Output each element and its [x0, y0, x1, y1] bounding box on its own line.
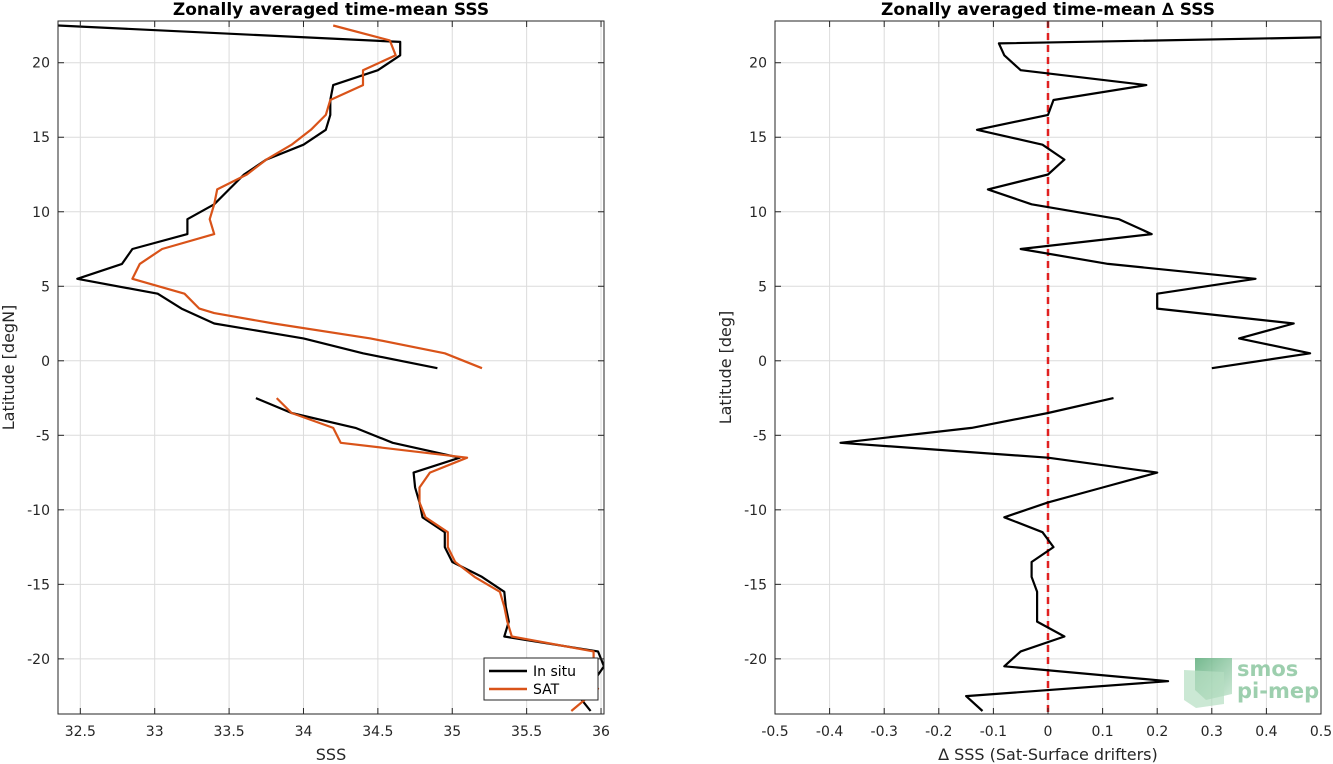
y-tick-label: 0 [758, 354, 767, 370]
x-tick-label: -0.1 [980, 724, 1007, 740]
x-tick-label: 36 [592, 724, 610, 740]
y-tick-label: 10 [749, 205, 767, 221]
y-axis-label: Latitude [degN] [0, 305, 18, 431]
legend-label-in-situ: In situ [533, 664, 576, 680]
legend[interactable]: In situ SAT [483, 657, 599, 701]
series-line-sat [131, 24, 483, 370]
x-tick-label: -0.5 [761, 724, 788, 740]
y-tick-label: 20 [32, 56, 50, 72]
chart-title: Zonally averaged time-mean SSS [173, 0, 489, 20]
left-panel-sss: 32.5 33 33.5 34 34.5 35 35.5 36 -20 -15 -10 -5 0 5 10 1… [0, 0, 610, 764]
x-tick-label: -0.3 [871, 724, 898, 740]
x-tick-label: 0.2 [1146, 724, 1168, 740]
y-tick-label: -20 [27, 652, 50, 668]
y-tick-label: -5 [36, 428, 50, 444]
x-tick-label: 33 [146, 724, 164, 740]
x-tick-label: -0.2 [925, 724, 952, 740]
y-tick-label: 0 [41, 354, 50, 370]
y-tick-label: 5 [758, 279, 767, 295]
smos-pi-mep-logo: smos pi-mep [1184, 657, 1319, 708]
x-tick-label: 0.1 [1091, 724, 1113, 740]
y-tick-label: -5 [753, 428, 767, 444]
y-tick-label: -20 [744, 652, 767, 668]
x-tick-label: 34 [295, 724, 313, 740]
x-tick-label: -0.4 [816, 724, 843, 740]
y-tick-label: 15 [32, 130, 50, 146]
y-tick-label: 20 [749, 56, 767, 72]
y-tick-label: -10 [27, 503, 50, 519]
x-tick-label: 0 [1044, 724, 1053, 740]
axes-frame [57, 20, 605, 715]
y-tick-label: -15 [27, 577, 50, 593]
series-line-delta-sss [975, 36, 1321, 370]
legend-box [483, 657, 599, 701]
x-tick-label: 35.5 [511, 724, 542, 740]
y-axis-label: Latitude [deg] [716, 311, 735, 425]
y-tick-label: 5 [41, 279, 50, 295]
x-tick-label: 35 [443, 724, 461, 740]
right-panel-delta-sss: -0.5 -0.4 -0.3 -0.2 -0.1 0 0.1 0.2 0.3 0.4 0.5 -20 -… [716, 0, 1332, 764]
x-tick-label: 0.5 [1310, 724, 1332, 740]
x-tick-label: 0.4 [1255, 724, 1277, 740]
series-line-in-situ [58, 24, 438, 370]
series-line-delta-sss [839, 397, 1170, 712]
y-tick-label: -15 [744, 577, 767, 593]
legend-label-sat: SAT [533, 682, 560, 698]
x-tick-label: 32.5 [65, 724, 96, 740]
x-axis-label: SSS [316, 745, 346, 764]
logo-text-smos: smos [1237, 657, 1298, 681]
y-tick-label: 10 [32, 205, 50, 221]
y-tick-label: 15 [749, 130, 767, 146]
logo-wave-icon-back [1184, 670, 1224, 708]
y-tick-label: -10 [744, 503, 767, 519]
x-tick-label: 0.3 [1201, 724, 1223, 740]
logo-text-pi-mep: pi-mep [1237, 679, 1319, 703]
x-tick-label: 34.5 [362, 724, 393, 740]
x-tick-label: 33.5 [214, 724, 245, 740]
chart-title: Zonally averaged time-mean ∆ SSS [881, 0, 1215, 20]
x-axis-label: ∆ SSS (Sat-Surface drifters) [937, 745, 1157, 764]
